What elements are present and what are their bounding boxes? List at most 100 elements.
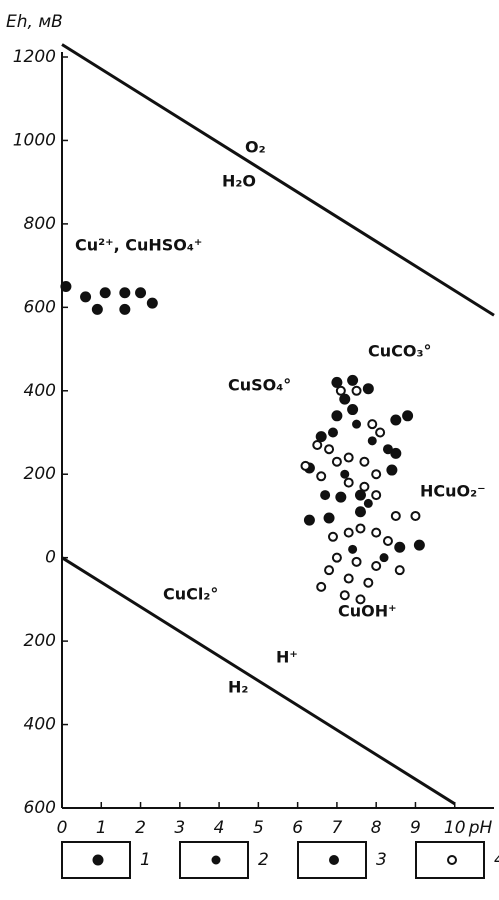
y-tick-label: 400 <box>24 381 56 401</box>
annotation: CuCl₂° <box>163 585 218 604</box>
annotation: Cu²⁺, CuHSO₄⁺ <box>75 236 202 255</box>
data-point <box>363 498 373 508</box>
data-point <box>135 287 147 299</box>
data-point <box>386 464 398 476</box>
y-tick-label: 200 <box>24 631 56 651</box>
data-point <box>367 419 378 430</box>
data-point <box>335 491 347 503</box>
data-point <box>354 506 366 518</box>
data-point <box>331 456 342 467</box>
data-point <box>363 577 374 588</box>
data-point <box>390 414 402 426</box>
data-point <box>312 440 323 451</box>
data-point <box>323 512 335 524</box>
data-point <box>119 287 131 299</box>
data-point <box>390 447 402 459</box>
x-tick-label: 10 <box>444 818 466 838</box>
x-tick-label: 5 <box>253 818 264 838</box>
data-point <box>354 489 366 501</box>
annotation: H₂ <box>228 678 248 697</box>
data-point <box>352 419 362 429</box>
data-point <box>316 581 327 592</box>
data-point <box>316 471 327 482</box>
data-point <box>355 594 366 605</box>
data-point <box>402 410 414 422</box>
annotation: H₂O <box>222 172 256 191</box>
y-tick-label: 400 <box>24 715 56 735</box>
data-point <box>343 452 354 463</box>
data-point <box>355 523 366 534</box>
data-point <box>348 544 358 554</box>
x-axis-label: pH <box>468 818 493 838</box>
data-point <box>379 553 389 563</box>
data-point <box>351 556 362 567</box>
data-point <box>99 287 111 299</box>
annotation: CuCO₃° <box>368 342 431 361</box>
y-tick-label: 1000 <box>13 130 56 150</box>
data-point <box>339 590 350 601</box>
data-point <box>351 385 362 396</box>
legend-label: 2 <box>258 850 269 870</box>
x-tick-label: 2 <box>135 818 146 838</box>
data-point <box>119 303 131 315</box>
annotation: HCuO₂⁻ <box>420 482 486 501</box>
data-point <box>394 541 406 553</box>
data-point <box>327 531 338 542</box>
data-point <box>371 527 382 538</box>
data-point <box>375 427 386 438</box>
data-point <box>343 573 354 584</box>
data-point <box>327 427 338 438</box>
x-tick-label: 4 <box>214 818 225 838</box>
data-point <box>335 385 346 396</box>
y-axis-label: Eh, мВ <box>6 12 63 32</box>
data-point <box>371 561 382 572</box>
data-point <box>343 527 354 538</box>
data-point <box>340 469 350 479</box>
data-point <box>382 535 393 546</box>
data-point <box>347 404 359 416</box>
data-point <box>410 510 421 521</box>
data-point <box>394 565 405 576</box>
data-point <box>339 393 351 405</box>
y-tick-label: 800 <box>24 214 56 234</box>
legend-marker <box>447 855 457 865</box>
data-point <box>320 490 331 501</box>
legend-label: 1 <box>140 850 151 870</box>
data-point <box>146 297 158 309</box>
boundary-line <box>61 556 456 806</box>
data-point <box>324 444 335 455</box>
data-point <box>331 410 343 422</box>
data-point <box>367 436 377 446</box>
data-point <box>343 477 354 488</box>
y-tick-label: 600 <box>24 297 56 317</box>
x-tick-label: 9 <box>410 818 421 838</box>
y-tick-label: 1200 <box>13 47 56 67</box>
data-point <box>60 280 72 292</box>
legend-box <box>179 841 249 879</box>
data-point <box>80 291 92 303</box>
data-point <box>331 376 343 388</box>
data-point <box>371 490 382 501</box>
x-tick-label: 7 <box>331 818 342 838</box>
data-point <box>359 481 370 492</box>
legend-marker <box>92 854 104 866</box>
legend-box <box>61 841 131 879</box>
data-point <box>315 431 327 443</box>
data-point <box>390 510 401 521</box>
data-point <box>300 460 311 471</box>
x-tick-label: 3 <box>174 818 185 838</box>
legend-marker <box>329 855 339 865</box>
data-point <box>359 456 370 467</box>
legend-label: 4 <box>494 850 499 870</box>
legend-marker <box>211 855 221 865</box>
data-point <box>371 469 382 480</box>
x-tick-label: 6 <box>292 818 303 838</box>
data-point <box>91 303 103 315</box>
data-point <box>382 444 393 455</box>
data-point <box>303 514 315 526</box>
annotation: CuSO₄° <box>228 376 291 395</box>
boundary-line <box>61 43 495 317</box>
y-tick-label: 600 <box>24 798 56 818</box>
annotation: H⁺ <box>276 648 298 667</box>
